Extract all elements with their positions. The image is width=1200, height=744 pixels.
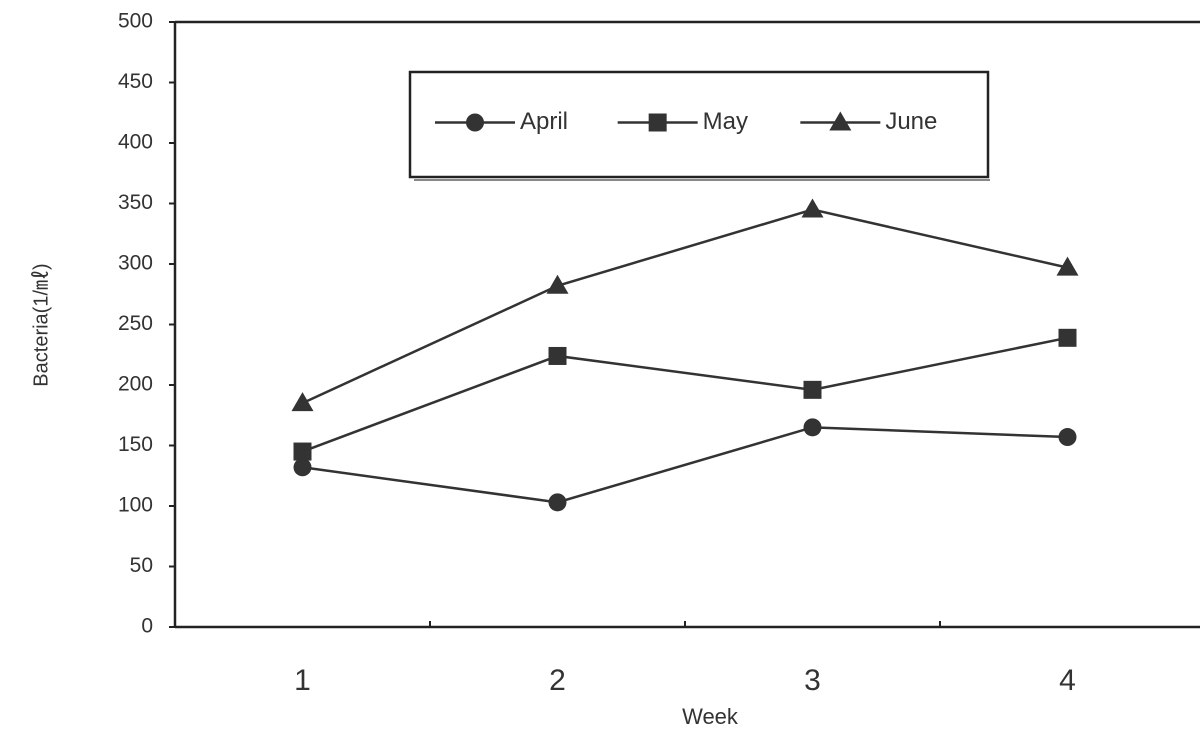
marker — [803, 380, 822, 399]
y-tick-label: 300 — [118, 252, 153, 275]
y-tick-label: 150 — [118, 433, 153, 456]
legend-label: May — [703, 108, 748, 135]
marker — [1058, 428, 1077, 447]
y-tick-label: 500 — [118, 10, 153, 33]
legend-label: June — [885, 108, 937, 135]
x-tick-label: 2 — [549, 664, 566, 697]
y-tick-label: 0 — [141, 615, 153, 638]
series-line — [302, 426, 1068, 504]
x-tick-label: 3 — [804, 664, 821, 697]
marker — [546, 274, 569, 294]
x-tick-label: 1 — [294, 664, 311, 697]
marker — [1058, 328, 1077, 347]
marker — [801, 198, 824, 218]
marker — [829, 111, 852, 131]
series-line — [302, 336, 1068, 453]
legend-label: April — [520, 108, 568, 135]
series-line — [301, 208, 1068, 405]
marker — [291, 392, 314, 412]
marker — [548, 493, 567, 512]
marker — [803, 418, 822, 437]
y-tick-label: 250 — [118, 312, 153, 335]
y-tick-label: 100 — [118, 494, 153, 517]
y-tick-label: 50 — [130, 554, 153, 577]
y-tick-label: 200 — [118, 373, 153, 396]
marker — [293, 458, 312, 477]
marker — [548, 346, 567, 365]
legend: April May June — [408, 70, 990, 181]
y-tick-label: 350 — [118, 191, 153, 214]
x-axis-title: Week — [682, 704, 739, 729]
marker — [466, 113, 484, 132]
legend-box — [408, 70, 990, 179]
y-tick-label: 450 — [118, 70, 153, 93]
y-axis-title: Bacteria(1/㎖) — [30, 263, 52, 386]
marker — [648, 113, 667, 132]
marker — [293, 442, 312, 461]
x-tick-label: 4 — [1059, 664, 1076, 697]
y-tick-label: 400 — [118, 131, 153, 154]
marker — [1056, 256, 1079, 276]
